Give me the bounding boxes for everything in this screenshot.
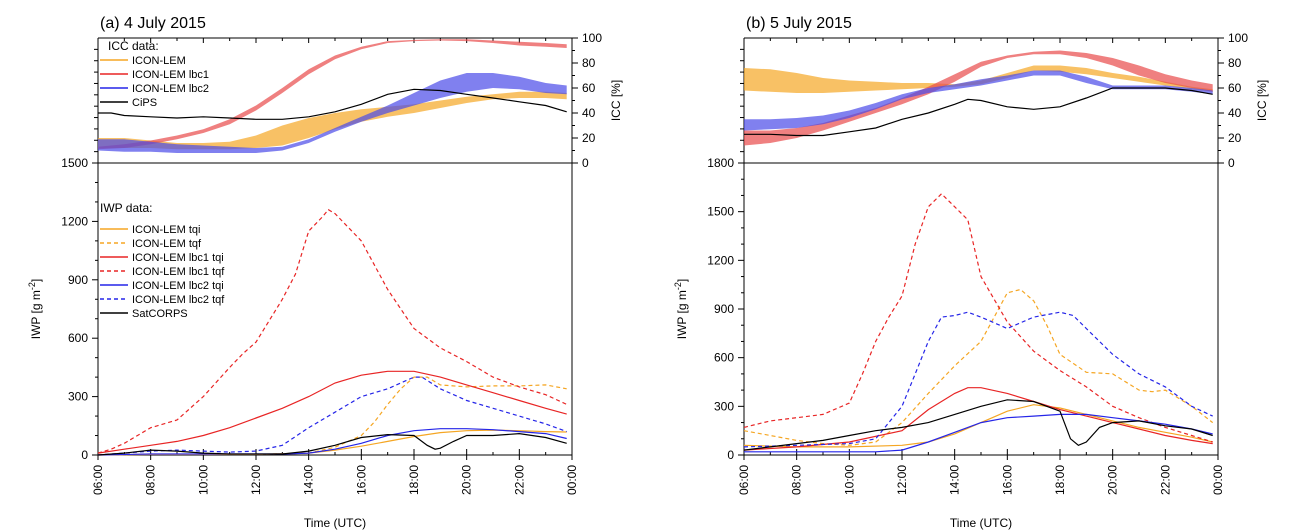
iwp-legend-label: ICON-LEM lbc2 tqf	[132, 294, 225, 306]
iwp-axis-label: IWP [g m-2]	[27, 279, 43, 339]
x-tick-label: 18:00	[407, 465, 421, 495]
iwp-tick-label: 1800	[707, 156, 734, 170]
iwp-tick-label: 0	[81, 448, 88, 462]
x-axis-label: Time (UTC)	[304, 516, 366, 530]
iwp-tick-label: 600	[714, 351, 734, 365]
icc-tick-label: 40	[1228, 106, 1242, 120]
iwp-line	[743, 311, 1213, 448]
x-tick-label: 18:00	[1053, 465, 1067, 495]
icc-tick-label: 0	[582, 156, 589, 170]
iwp-tick-label: 1200	[707, 253, 734, 267]
icc-legend-label: CiPS	[132, 97, 157, 109]
x-tick-label: 14:00	[302, 465, 316, 495]
iwp-line	[743, 404, 1213, 448]
x-tick-label: 00:00	[565, 465, 579, 495]
iwp-tick-label: 1500	[707, 205, 734, 219]
x-tick-label: 12:00	[895, 465, 909, 495]
icc-band	[98, 91, 567, 150]
x-tick-label: 00:00	[1211, 465, 1225, 495]
iwp-line	[743, 399, 1213, 451]
iwp-line	[97, 376, 567, 456]
icc-tick-label: 20	[582, 131, 596, 145]
icc-tick-label: 20	[1228, 131, 1242, 145]
panel-title: (b) 5 July 2015	[746, 15, 852, 32]
iwp-line	[97, 432, 567, 456]
x-tick-label: 08:00	[144, 465, 158, 495]
x-tick-label: 06:00	[91, 465, 105, 495]
icc-band	[98, 73, 567, 153]
iwp-legend-label: ICON-LEM lbc1 tqf	[132, 266, 225, 278]
panel-a: (a) 4 July 2015 0 20 40 60 80 100 ICC [%] 0 300 60…	[27, 15, 623, 530]
icc-legend-title: ICC data:	[108, 39, 159, 53]
x-tick-label: 20:00	[1106, 465, 1120, 495]
iwp-legend-label: ICON-LEM tqi	[132, 224, 200, 236]
icc-band	[744, 65, 1213, 93]
iwp-tick-label: 1200	[61, 214, 88, 228]
x-tick-label: 12:00	[249, 465, 263, 495]
icc-tick-label: 100	[582, 31, 602, 45]
x-tick-label: 22:00	[1158, 465, 1172, 495]
iwp-line	[97, 208, 567, 454]
x-axis-label: Time (UTC)	[950, 516, 1012, 530]
iwp-tick-label: 300	[714, 399, 734, 413]
x-tick-label: 16:00	[354, 465, 368, 495]
iwp-legend-title: IWP data:	[100, 201, 152, 215]
iwp-tick-label: 900	[68, 273, 88, 287]
iwp-tick-label: 300	[68, 390, 88, 404]
iwp-line	[743, 288, 1214, 446]
icc-tick-label: 40	[582, 106, 596, 120]
iwp-line	[743, 387, 1213, 451]
icc-tick-label: 80	[582, 56, 596, 70]
x-tick-label: 20:00	[460, 465, 474, 495]
icc-tick-label: 100	[1228, 31, 1248, 45]
icc-band	[744, 70, 1213, 131]
iwp-line	[743, 192, 1213, 443]
iwp-legend-label: SatCORPS	[132, 308, 188, 320]
x-tick-label: 10:00	[842, 465, 856, 495]
icc-legend-label: ICON-LEM lbc1	[132, 69, 209, 81]
iwp-axis-label: IWP [g m-2]	[673, 279, 689, 339]
x-tick-label: 22:00	[512, 465, 526, 495]
icc-band	[744, 50, 1213, 146]
iwp-legend-label: ICON-LEM lbc1 tqi	[132, 252, 224, 264]
x-tick-label: 10:00	[196, 465, 210, 495]
icc-tick-label: 0	[1228, 156, 1235, 170]
icc-tick-label: 60	[582, 81, 596, 95]
x-tick-label: 14:00	[948, 465, 962, 495]
iwp-tick-label: 900	[714, 302, 734, 316]
iwp-line	[97, 376, 567, 456]
iwp-tick-label: 1500	[61, 156, 88, 170]
icc-axis-label: ICC [%]	[1255, 80, 1269, 121]
iwp-line	[744, 413, 1213, 453]
x-tick-label: 16:00	[1000, 465, 1014, 495]
icc-line	[98, 88, 567, 120]
icc-legend-label: ICON-LEM lbc2	[132, 83, 209, 95]
iwp-line	[97, 370, 567, 454]
iwp-legend-label: ICON-LEM lbc2 tqi	[132, 280, 224, 292]
panel-title: (a) 4 July 2015	[100, 15, 206, 32]
iwp-legend-label: ICON-LEM tqf	[132, 238, 202, 250]
panel-b: (b) 5 July 2015 0 20 40 60 80 100 ICC [%] 0 300 60…	[673, 15, 1269, 530]
iwp-tick-label: 600	[68, 331, 88, 345]
icc-line	[744, 87, 1213, 137]
x-tick-label: 06:00	[737, 465, 751, 495]
icc-tick-label: 80	[1228, 56, 1242, 70]
icc-tick-label: 60	[1228, 81, 1242, 95]
icc-axis-label: ICC [%]	[609, 80, 623, 121]
iwp-tick-label: 0	[727, 448, 734, 462]
icc-legend-label: ICON-LEM	[132, 55, 186, 67]
x-tick-label: 08:00	[790, 465, 804, 495]
